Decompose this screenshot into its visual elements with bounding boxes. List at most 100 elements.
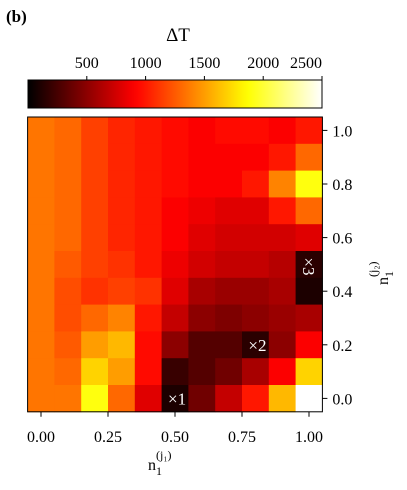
- heatmap-cell: [242, 277, 270, 305]
- heatmap-cell: [81, 143, 109, 171]
- heatmap-cell: [134, 304, 162, 332]
- heatmap-cell: [161, 358, 189, 386]
- heatmap-cell: [81, 117, 109, 145]
- heatmap-cell: [27, 117, 55, 145]
- heatmap-cell: [188, 251, 216, 279]
- heatmap-cell: [161, 117, 189, 145]
- colorbar: [27, 79, 323, 109]
- heatmap-cell: [242, 251, 270, 279]
- heatmap-cell: [161, 170, 189, 198]
- heatmap-cell: [134, 143, 162, 171]
- heatmap-cell: [242, 385, 270, 413]
- annotation: ×3: [299, 257, 318, 275]
- x-label-base: n: [148, 457, 156, 474]
- heatmap-cell: [188, 304, 216, 332]
- heatmap-cell: [188, 197, 216, 225]
- heatmap-cell: [295, 117, 323, 145]
- heatmap-cell: [27, 277, 55, 305]
- heatmap-cell: [27, 304, 55, 332]
- heatmap-cell: [268, 251, 296, 279]
- heatmap-cell: [215, 358, 243, 386]
- heatmap-cell: [242, 304, 270, 332]
- heatmap-cell: [161, 143, 189, 171]
- heatmap-cell: [242, 170, 270, 198]
- heatmap-cell: [27, 358, 55, 386]
- heatmap-cell: [242, 358, 270, 386]
- heatmap-cell: [108, 224, 136, 252]
- colorbar-tick-label: 2000: [247, 55, 279, 72]
- y-axis-label: n1(j₂): [366, 261, 396, 285]
- heatmap-cell: [215, 277, 243, 305]
- heatmap-cell: [295, 197, 323, 225]
- heatmap-cell: [268, 331, 296, 359]
- heatmap-cell: [134, 170, 162, 198]
- heatmap-cell: [295, 170, 323, 198]
- heatmap-cell: [161, 277, 189, 305]
- heatmap-cell: [27, 385, 55, 413]
- heatmap-cell: [268, 304, 296, 332]
- heatmap-cell: [54, 170, 82, 198]
- y-label-sup: (j₂): [366, 261, 380, 277]
- y-tick-label: 0.8: [332, 177, 352, 194]
- heatmap-cell: [54, 117, 82, 145]
- heatmap-cell: [54, 385, 82, 413]
- heatmap-cell: [27, 224, 55, 252]
- heatmap-cell: [27, 143, 55, 171]
- colorbar-label: ΔT: [166, 25, 190, 46]
- heatmap-cell: [268, 197, 296, 225]
- heatmap-cell: [161, 385, 189, 413]
- heatmap-cell: [81, 358, 109, 386]
- heatmap-cell: [108, 385, 136, 413]
- colorbar-tick-label: 1500: [188, 55, 220, 72]
- heatmap-cell: [188, 117, 216, 145]
- heatmap-cell: [81, 331, 109, 359]
- heatmap-cell: [108, 143, 136, 171]
- x-label-sup: (j₁): [156, 448, 172, 462]
- x-label-sub: 1: [156, 464, 162, 478]
- heatmap-cell: [134, 385, 162, 413]
- heatmap-cell: [134, 358, 162, 386]
- heatmap-cell: [268, 358, 296, 386]
- heatmap-cell: [134, 117, 162, 145]
- heatmap-cell: [295, 224, 323, 252]
- heatmap-cell: [215, 224, 243, 252]
- heatmap-cell: [54, 224, 82, 252]
- heatmap-cell: [54, 143, 82, 171]
- y-tick-label: 0.2: [332, 338, 352, 355]
- heatmap-cell: [81, 197, 109, 225]
- heatmap-cell: [295, 251, 323, 279]
- heatmap-cell: [295, 304, 323, 332]
- heatmap-cell: [134, 277, 162, 305]
- heatmap-cell: [108, 358, 136, 386]
- y-tick-label: 0.6: [332, 231, 352, 248]
- heatmap-cell: [27, 251, 55, 279]
- heatmap-cell: [134, 251, 162, 279]
- y-tick-label: 0.4: [332, 284, 352, 301]
- x-tick-label: 0.00: [27, 429, 55, 446]
- heatmap-cell: [215, 197, 243, 225]
- x-tick-label: 0.25: [94, 429, 122, 446]
- heatmap-cell: [81, 304, 109, 332]
- heatmap-cell: [268, 277, 296, 305]
- heatmap-cell: [27, 197, 55, 225]
- heatmap-cell: [108, 170, 136, 198]
- heatmap-cell: [108, 304, 136, 332]
- heatmap-cell: [215, 304, 243, 332]
- heatmap-cell: [161, 331, 189, 359]
- x-tick-label: 0.75: [228, 429, 256, 446]
- heatmap-cell: [134, 197, 162, 225]
- heatmap-cell: [295, 277, 323, 305]
- heatmap-cell: [188, 143, 216, 171]
- heatmap-cell: [295, 143, 323, 171]
- heatmap-cell: [215, 385, 243, 413]
- heatmap-cell: [108, 331, 136, 359]
- heatmap-cell: [268, 385, 296, 413]
- heatmap-cell: [161, 251, 189, 279]
- heatmap-cell: [242, 331, 270, 359]
- heatmap-cell: [295, 358, 323, 386]
- heatmap-cell: [54, 304, 82, 332]
- heatmap-cell: [268, 143, 296, 171]
- y-tick-label: 1.0: [332, 123, 352, 140]
- heatmap-cell: [27, 170, 55, 198]
